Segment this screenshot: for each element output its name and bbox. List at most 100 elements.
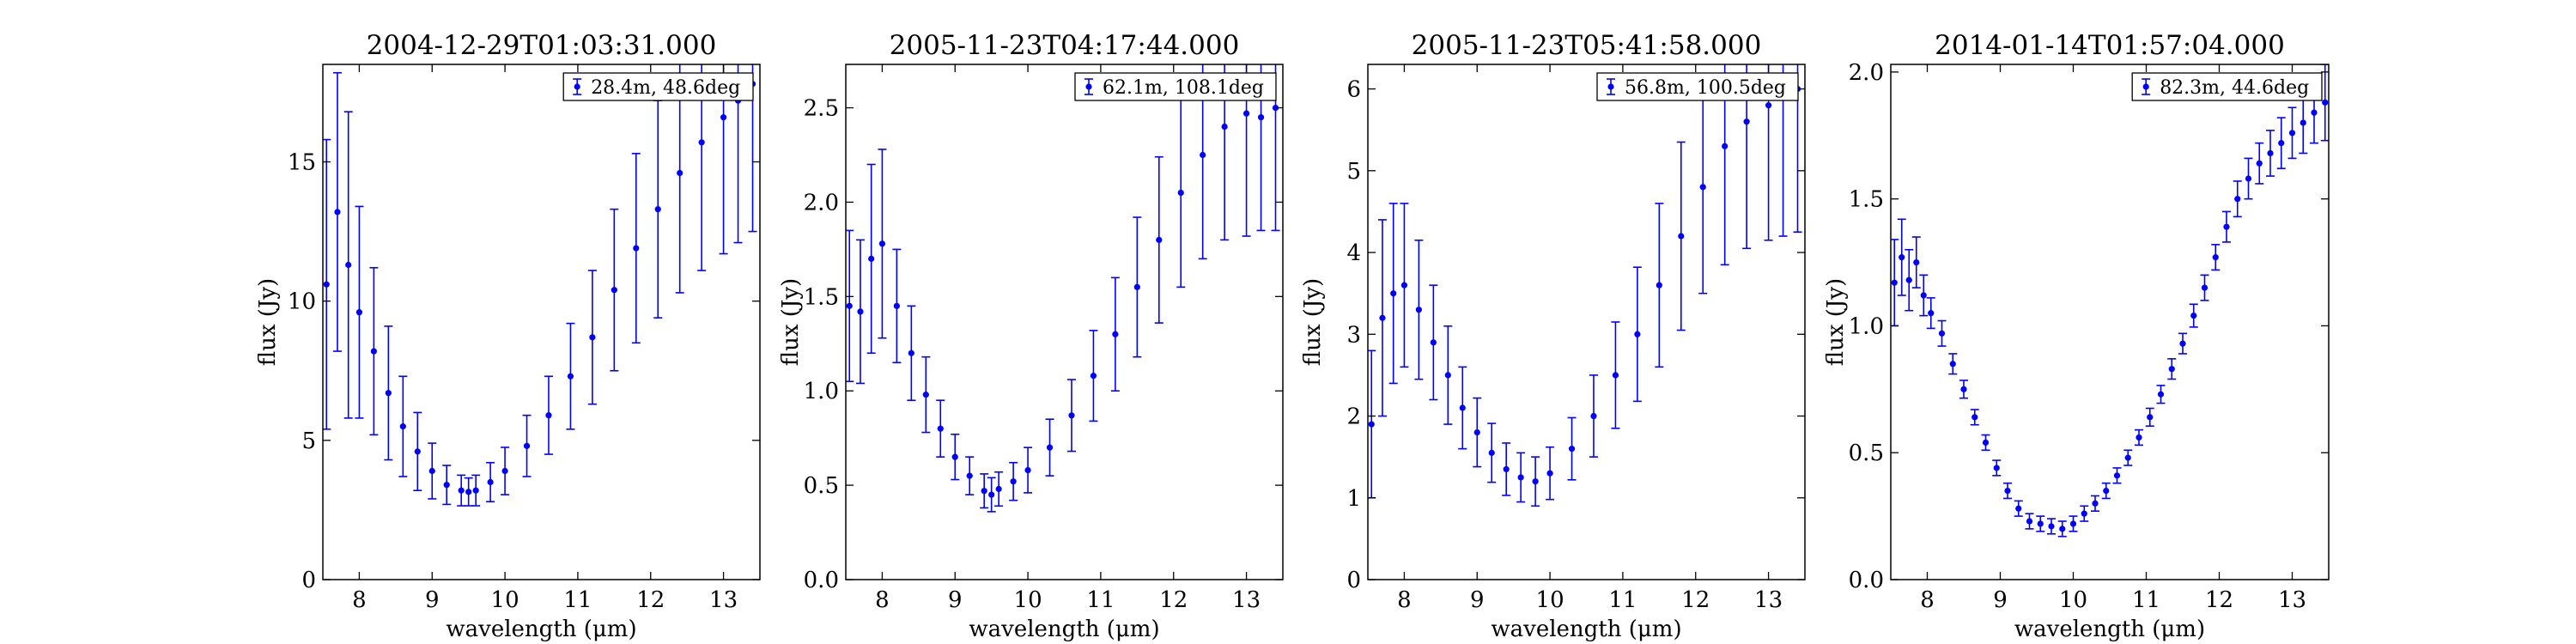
y-tick-label: 1.5 [804,284,839,310]
legend-entry-label: 62.1m, 108.1deg [1103,77,1264,99]
y-tick-label: 2.0 [1849,60,1884,86]
data-point [720,114,727,121]
data-point [1949,361,1956,368]
data-point [1090,373,1097,380]
data-point [2212,254,2219,261]
data-point [1920,292,1927,299]
x-tick-label: 12 [636,587,665,613]
data-point [951,453,958,460]
data-point [857,308,864,315]
data-point [487,478,494,486]
data-point [2103,487,2110,495]
data-point [2081,510,2087,517]
data-point [922,392,929,398]
y-tick-label: 0.5 [1849,440,1884,466]
data-point [1112,331,1119,337]
x-tick-label: 10 [1536,587,1564,613]
data-point [1046,444,1054,451]
y-axis-label: flux (Jy) [1300,278,1326,366]
legend: 28.4m, 48.6deg [562,72,754,101]
data-point [611,287,617,294]
data-point [1415,307,1422,313]
data-point [2168,366,2175,373]
data-point [589,334,596,341]
data-point [1156,236,1163,243]
legend-box [562,72,754,101]
data-point [567,373,574,380]
data-point [981,488,987,495]
x-tick-label: 9 [948,587,963,613]
x-tick-label: 10 [2059,587,2087,613]
y-tick-label: 15 [288,150,316,176]
data-point [937,425,944,432]
y-tick-label: 4 [1346,240,1361,266]
y-tick-label: 1.0 [1849,313,1884,339]
data-point [1473,428,1480,436]
x-tick-label: 12 [1681,587,1710,613]
data-point [1257,113,1265,121]
x-tick-label: 10 [1014,587,1042,613]
data-point [1177,189,1184,197]
x-tick-label: 11 [563,587,592,613]
chart-panel-2: 2005-11-23T04:17:44.000 8 9 10 11 12 13 0.0 0.5 1… [778,30,1284,642]
data-point [1568,446,1576,453]
data-point [2069,520,2077,527]
data-point [2245,175,2252,182]
data-point [1221,123,1228,131]
legend-entry-label: 28.4m, 48.6deg [591,77,740,99]
data-point [334,209,341,216]
data-point [399,423,406,430]
legend: 82.3m, 44.6deg [2131,72,2323,101]
axes-frame [1367,64,1806,580]
data-point [2256,160,2263,167]
data-point [323,281,330,288]
y-tick-label: 5 [301,428,316,454]
axes-frame [845,64,1284,580]
data-point [677,169,683,177]
legend-entry-label: 56.8m, 100.5deg [1625,77,1786,99]
data-point [846,302,853,309]
data-point [2113,472,2121,479]
data-point [1444,372,1451,379]
data-point [2190,313,2197,319]
x-tick-label: 12 [1159,587,1188,613]
data-point [414,448,421,455]
data-point [698,139,705,146]
x-axis-label: wavelength (μm) [446,617,636,642]
data-point [355,309,363,316]
legend-box [2131,72,2323,101]
x-tick-label: 11 [1086,587,1115,613]
data-point [1938,330,1946,337]
data-point [1517,474,1524,481]
legend-box [1596,72,1799,101]
chart-title: 2005-11-23T05:41:58.000 [1412,30,1762,61]
y-tick-label: 5 [1346,159,1361,185]
data-point [1678,233,1685,240]
data-point [2322,99,2329,106]
data-point [2300,119,2306,126]
data-point [893,302,900,309]
chart-title: 2004-12-29T01:03:31.000 [367,30,717,61]
data-point [1905,276,1912,283]
data-point [2015,505,2022,512]
data-point [428,467,435,475]
data-point [2278,140,2285,147]
data-point [2059,526,2066,532]
data-point [1200,151,1206,159]
y-axis-label: flux (Jy) [255,278,281,366]
y-tick-label: 1.5 [1849,187,1884,213]
y-tick-label: 0.0 [1849,568,1884,593]
data-point [1913,258,1920,266]
data-point [1993,465,2000,471]
y-tick-label: 0.5 [804,473,839,499]
y-tick-label: 0 [301,568,316,593]
y-axis-label: flux (Jy) [778,278,804,366]
data-point [1722,143,1728,149]
x-tick-label: 8 [1397,587,1412,613]
data-point [1532,478,1539,485]
data-point [1971,414,1978,421]
data-point [1068,412,1075,419]
x-axis-label: wavelength (μm) [969,617,1159,642]
y-tick-label: 2 [1346,404,1361,430]
